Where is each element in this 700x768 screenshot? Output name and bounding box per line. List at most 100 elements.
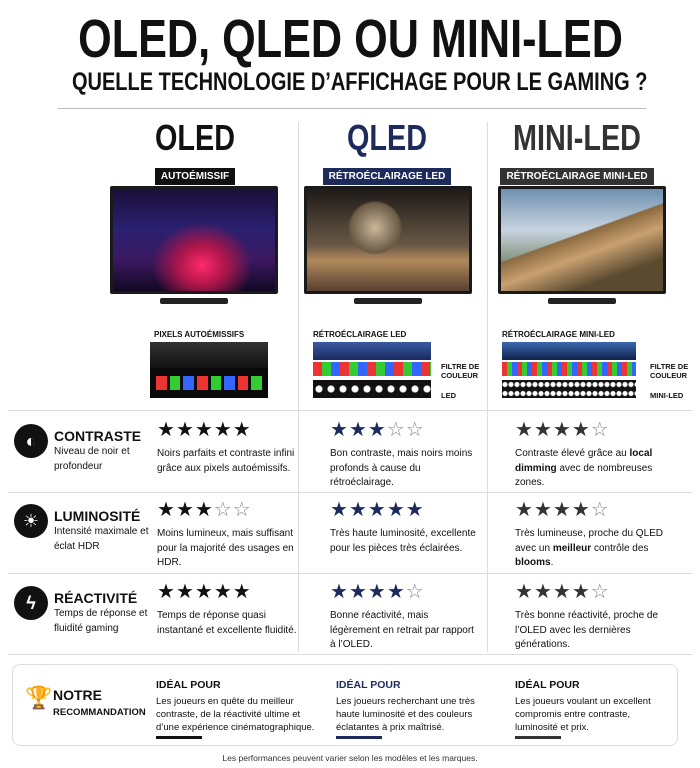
- note-text: .: [550, 557, 554, 568]
- column-name-wrap: MINI-LED: [482, 118, 672, 166]
- reco-title-1: NOTRE: [53, 687, 102, 703]
- note-text: local dimming: [515, 448, 653, 474]
- star-filled: ★: [571, 419, 591, 441]
- star-filled: ★: [552, 419, 572, 441]
- column-name-wrap: OLED: [100, 118, 290, 166]
- star-filled: ★: [552, 499, 572, 521]
- note-text: Contraste élevé grâce au: [515, 448, 630, 459]
- star-empty: ☆: [213, 499, 233, 521]
- note-text: Bonne réactivité, mais légèrement en ret…: [330, 610, 474, 650]
- criterion-icon: ☀: [14, 504, 48, 538]
- criterion-icon: ϟ: [14, 586, 48, 620]
- criterion-icon: ◐: [14, 424, 48, 458]
- row-separator: [8, 410, 692, 411]
- star-filled: ★: [367, 581, 387, 603]
- star-filled: ★: [367, 419, 387, 441]
- column-name: OLED: [154, 117, 235, 158]
- note: Contraste élevé grâce au local dimming a…: [515, 447, 665, 491]
- reco-bar: [156, 736, 202, 739]
- star-filled: ★: [571, 581, 591, 603]
- star-rating: ★★★★★: [157, 582, 252, 602]
- title: OLED, QLED OU MINI-LED: [77, 9, 623, 69]
- diagram-title: PIXELS AUTOÉMISSIFS: [154, 330, 245, 339]
- note: Temps de réponse quasi instantané et exc…: [157, 609, 307, 638]
- star-filled: ★: [194, 419, 214, 441]
- star-filled: ★: [194, 499, 214, 521]
- star-filled: ★: [175, 499, 195, 521]
- tag: AUTOÉMISSIF: [154, 168, 236, 185]
- stand: [354, 298, 422, 304]
- reco-text: Les joueurs en quête du meilleur contras…: [156, 696, 315, 733]
- star-rating: ★★★☆☆: [330, 420, 425, 440]
- star-filled: ★: [552, 581, 572, 603]
- reco-label: IDÉAL POUR: [156, 679, 221, 691]
- star-filled: ★: [232, 581, 252, 603]
- star-empty: ☆: [232, 499, 252, 521]
- note-text: Très lumineuse, proche du QLED avec un: [515, 528, 664, 554]
- star-filled: ★: [533, 581, 553, 603]
- screen: [498, 186, 666, 294]
- star-filled: ★: [571, 499, 591, 521]
- note: Très bonne réactivité, proche de l’OLED …: [515, 609, 665, 653]
- column-separator: [298, 122, 299, 652]
- star-filled: ★: [386, 581, 406, 603]
- column-name: QLED: [346, 117, 427, 158]
- note-text: Bon contraste, mais noirs moins profonds…: [330, 448, 473, 488]
- note-text: Temps de réponse quasi instantané et exc…: [157, 610, 297, 636]
- star-filled: ★: [515, 581, 534, 603]
- column-name: MINI-LED: [512, 117, 641, 158]
- reco-label: IDÉAL POUR: [336, 679, 401, 691]
- star-filled: ★: [348, 581, 368, 603]
- column-separator: [487, 122, 488, 652]
- star-empty: ☆: [590, 581, 610, 603]
- reco-bar: [515, 736, 561, 739]
- subtitle-wrap: QUELLE TECHNOLOGIE D’AFFICHAGE POUR LE G…: [0, 68, 700, 97]
- note-text: Noirs parfaits et contraste infini grâce…: [157, 448, 295, 474]
- tag: RÉTROÉCLAIRAGE LED: [322, 168, 452, 185]
- star-filled: ★: [175, 419, 195, 441]
- reco-bar: [336, 736, 382, 739]
- star-filled: ★: [157, 419, 176, 441]
- criterion-desc: Niveau de noir et profondeur: [54, 446, 130, 472]
- reco-title-2: RECOMMANDATION: [53, 707, 146, 718]
- column-header: MINI-LED RÉTROÉCLAIRAGE MINI-LED: [482, 118, 672, 185]
- star-empty: ☆: [590, 419, 610, 441]
- note-text: Très bonne réactivité, proche de l’OLED …: [515, 610, 659, 650]
- star-rating: ★★★★☆: [515, 420, 610, 440]
- star-empty: ☆: [405, 581, 425, 603]
- reco-text: Les joueurs voulant un excellent comprom…: [515, 696, 651, 733]
- star-filled: ★: [348, 419, 368, 441]
- criterion-title: LUMINOSITÉ: [54, 508, 141, 524]
- row-separator: [8, 492, 692, 493]
- note: Noirs parfaits et contraste infini grâce…: [157, 447, 307, 476]
- note-text: Très haute luminosité, excellente pour l…: [330, 528, 476, 554]
- criterion-desc: Intensité maximale et éclat HDR: [54, 526, 149, 552]
- note: Bon contraste, mais noirs moins profonds…: [330, 447, 480, 491]
- star-empty: ☆: [590, 499, 610, 521]
- note-text: avec de nombreuses zones.: [515, 462, 653, 489]
- star-filled: ★: [330, 581, 349, 603]
- trophy-icon: 🏆: [25, 685, 53, 710]
- divider: [58, 108, 646, 109]
- diagram-oled: [150, 342, 268, 398]
- diagram-title: RÉTROÉCLAIRAGE LED: [313, 330, 407, 339]
- diagram-side-label: FILTRE DE COULEUR: [650, 362, 689, 380]
- star-filled: ★: [175, 581, 195, 603]
- diagram-side-label: MINI-LED: [650, 391, 684, 400]
- column-header: QLED RÉTROÉCLAIRAGE LED: [292, 118, 482, 185]
- star-filled: ★: [194, 581, 214, 603]
- star-filled: ★: [348, 499, 368, 521]
- column-name-wrap: QLED: [292, 118, 482, 166]
- note-text: contrôle des: [591, 542, 649, 554]
- star-rating: ★★★★☆: [515, 582, 610, 602]
- footer: Les performances peuvent varier selon le…: [222, 753, 478, 763]
- diagram-mini-led: [502, 342, 636, 398]
- star-filled: ★: [515, 419, 534, 441]
- star-filled: ★: [157, 499, 176, 521]
- criterion-title: CONTRASTE: [54, 428, 142, 444]
- stand: [548, 298, 616, 304]
- diagram-side-label: LED: [441, 391, 456, 400]
- row-separator: [8, 654, 692, 655]
- star-filled: ★: [232, 419, 252, 441]
